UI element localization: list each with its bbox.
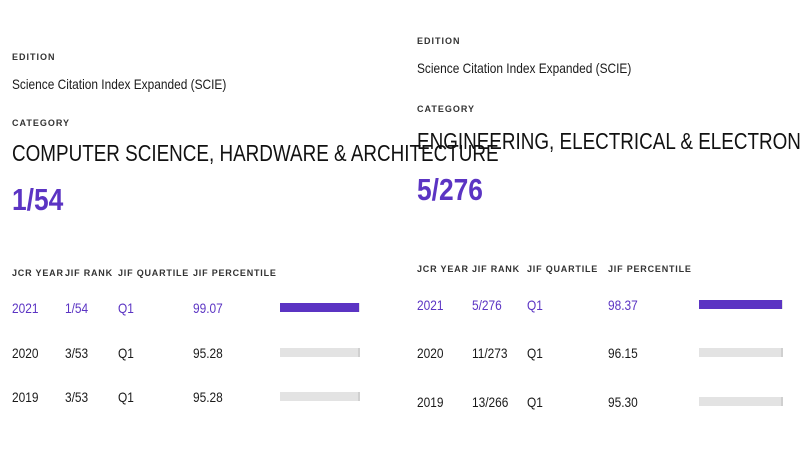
cell-percentile: 95.28	[193, 345, 223, 361]
cell-percentile: 98.37	[608, 297, 638, 313]
cell-percentile: 95.30	[608, 394, 638, 410]
category-rank: 1/54	[12, 182, 64, 217]
category-rank: 5/276	[417, 172, 483, 207]
table-row: 2021 1/54 Q1 99.07	[0, 296, 390, 320]
percentile-bar-fill	[699, 300, 782, 309]
table-row: 2019 3/53 Q1 95.28	[0, 385, 390, 409]
column-header-jif-quartile: JIF QUARTILE	[527, 264, 599, 274]
cell-percentile: 99.07	[193, 300, 223, 316]
percentile-bar	[699, 397, 783, 406]
percentile-bar-fill	[280, 303, 360, 312]
cell-percentile: 95.28	[193, 389, 223, 405]
edition-label: EDITION	[417, 36, 461, 46]
table-row: 2021 5/276 Q1 98.37	[405, 293, 795, 317]
edition-label: EDITION	[12, 52, 56, 62]
category-name: ENGINEERING, ELECTRICAL & ELECTRONIC	[417, 128, 800, 154]
cell-percentile: 96.15	[608, 345, 638, 361]
percentile-bar	[699, 348, 783, 357]
table-row: 2019 13/266 Q1 95.30	[405, 390, 795, 414]
edition-value: Science Citation Index Expanded (SCIE)	[12, 76, 227, 92]
cell-rank: 1/54	[65, 300, 89, 316]
cell-quartile: Q1	[118, 300, 134, 316]
cell-quartile: Q1	[527, 297, 543, 313]
cell-rank: 13/266	[472, 394, 509, 410]
cell-rank: 11/273	[472, 345, 508, 361]
table-row: 2020 3/53 Q1 95.28	[0, 341, 390, 365]
edition-value: Science Citation Index Expanded (SCIE)	[417, 60, 632, 76]
column-header-jif-rank: JIF RANK	[65, 268, 113, 278]
cell-year: 2020	[417, 345, 444, 361]
percentile-bar	[699, 300, 783, 309]
percentile-bar	[280, 303, 360, 312]
cell-quartile: Q1	[527, 345, 543, 361]
cell-year: 2021	[12, 300, 39, 316]
cell-quartile: Q1	[118, 345, 134, 361]
cell-year: 2019	[12, 389, 39, 405]
column-header-jif-percentile: JIF PERCENTILE	[608, 264, 692, 274]
category-label: CATEGORY	[12, 118, 71, 128]
cell-year: 2019	[417, 394, 444, 410]
cell-quartile: Q1	[527, 394, 543, 410]
category-label: CATEGORY	[417, 104, 476, 114]
cell-rank: 3/53	[65, 389, 89, 405]
cell-rank: 5/276	[472, 297, 502, 313]
cell-year: 2021	[417, 297, 444, 313]
column-header-jcr-year: JCR YEAR	[417, 264, 469, 274]
column-header-jif-quartile: JIF QUARTILE	[118, 268, 190, 278]
percentile-bar	[280, 348, 360, 357]
column-header-jcr-year: JCR YEAR	[12, 268, 64, 278]
column-header-jif-percentile: JIF PERCENTILE	[193, 268, 277, 278]
cell-quartile: Q1	[118, 389, 134, 405]
category-panel-engineering: EDITION Science Citation Index Expanded …	[405, 0, 800, 450]
cell-rank: 3/53	[65, 345, 89, 361]
category-name: COMPUTER SCIENCE, HARDWARE & ARCHITECTUR…	[12, 140, 499, 166]
cell-year: 2020	[12, 345, 39, 361]
table-row: 2020 11/273 Q1 96.15	[405, 341, 795, 365]
column-header-jif-rank: JIF RANK	[472, 264, 520, 274]
category-panel-computer-science: EDITION Science Citation Index Expanded …	[0, 0, 499, 450]
percentile-bar	[280, 392, 360, 401]
